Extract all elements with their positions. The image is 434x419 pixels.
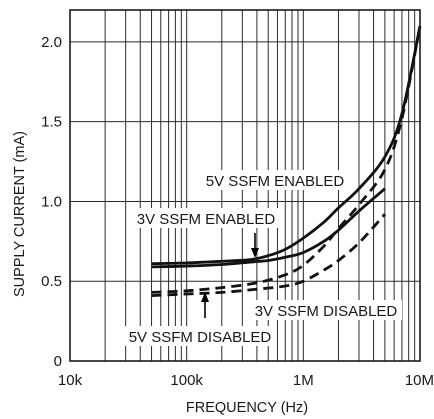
y-axis-label: SUPPLY CURRENT (mA) xyxy=(12,131,28,297)
y-tick-label: 2.0 xyxy=(41,34,62,51)
series-line-3v-ssfm-disabled xyxy=(151,213,386,297)
series-layer xyxy=(151,25,422,297)
x-tick-labels: 10k 100k 1M 10M xyxy=(58,372,434,389)
arrow-5v-disabled xyxy=(201,292,209,318)
x-tick-label: 10k xyxy=(58,372,83,389)
y-tick-labels: 0 0.5 1.0 1.5 2.0 xyxy=(41,34,62,370)
annotation-3v-disabled: 3V SSFM DISABLED xyxy=(255,303,398,320)
y-tick-label: 0.5 xyxy=(41,273,62,290)
series-line-5v-ssfm-disabled xyxy=(151,25,422,294)
annotation-bg xyxy=(132,208,280,228)
annotation-bg xyxy=(203,170,347,190)
plot-frame xyxy=(69,9,421,362)
annotation-bg xyxy=(124,326,276,346)
y-tick-label: 1.5 xyxy=(41,114,62,131)
x-tick-label: 1M xyxy=(293,372,314,389)
annotation-3v-enabled: 3V SSFM ENABLED xyxy=(137,211,276,228)
series-line-3v-ssfm-enabled xyxy=(151,187,386,269)
annotation-bg xyxy=(250,300,402,320)
x-tick-label: 10M xyxy=(405,372,434,389)
y-tick-label: 1.0 xyxy=(41,193,62,210)
arrow-3v-enabled xyxy=(251,233,259,258)
annotation-5v-disabled: 5V SSFM DISABLED xyxy=(129,329,272,346)
x-tick-label: 100k xyxy=(170,372,203,389)
series-line-5v-ssfm-enabled xyxy=(151,25,422,266)
annotation-5v-enabled: 5V SSFM ENABLED xyxy=(206,173,345,190)
y-tick-label: 0 xyxy=(54,353,62,370)
x-axis-label: FREQUENCY (Hz) xyxy=(186,400,308,416)
